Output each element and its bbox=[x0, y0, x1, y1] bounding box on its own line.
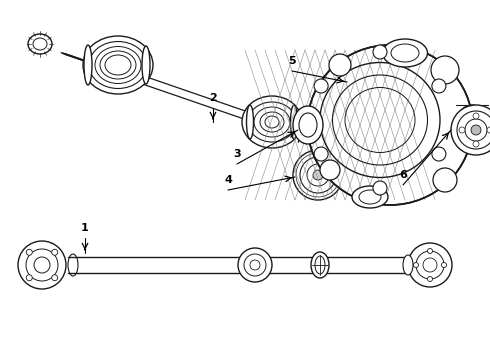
Ellipse shape bbox=[68, 254, 78, 276]
Ellipse shape bbox=[473, 141, 479, 147]
Ellipse shape bbox=[70, 56, 79, 59]
Ellipse shape bbox=[457, 111, 490, 149]
Ellipse shape bbox=[246, 105, 253, 139]
Ellipse shape bbox=[105, 55, 131, 75]
Ellipse shape bbox=[293, 150, 343, 200]
Ellipse shape bbox=[432, 147, 446, 161]
Ellipse shape bbox=[313, 170, 323, 180]
Ellipse shape bbox=[64, 53, 73, 57]
Ellipse shape bbox=[383, 39, 427, 67]
Ellipse shape bbox=[265, 116, 279, 128]
Ellipse shape bbox=[244, 254, 266, 276]
Ellipse shape bbox=[403, 255, 413, 275]
Ellipse shape bbox=[26, 275, 32, 281]
Ellipse shape bbox=[142, 46, 150, 84]
Ellipse shape bbox=[307, 164, 329, 186]
Ellipse shape bbox=[260, 112, 284, 132]
Ellipse shape bbox=[473, 113, 479, 119]
Text: 2: 2 bbox=[209, 93, 217, 103]
Ellipse shape bbox=[52, 249, 58, 255]
Text: 6: 6 bbox=[399, 170, 407, 180]
Ellipse shape bbox=[300, 157, 336, 193]
Text: 1: 1 bbox=[81, 223, 89, 233]
Text: 4: 4 bbox=[224, 175, 232, 185]
Ellipse shape bbox=[26, 249, 58, 281]
Ellipse shape bbox=[314, 147, 328, 161]
Ellipse shape bbox=[76, 58, 85, 61]
Ellipse shape bbox=[83, 36, 153, 94]
Ellipse shape bbox=[311, 252, 329, 278]
Ellipse shape bbox=[238, 248, 272, 282]
Ellipse shape bbox=[416, 251, 444, 279]
Ellipse shape bbox=[67, 55, 75, 58]
Ellipse shape bbox=[89, 41, 147, 89]
Ellipse shape bbox=[33, 38, 47, 50]
Ellipse shape bbox=[61, 52, 69, 56]
Ellipse shape bbox=[432, 79, 446, 93]
Ellipse shape bbox=[462, 112, 482, 138]
Ellipse shape bbox=[487, 127, 490, 133]
Ellipse shape bbox=[314, 79, 328, 93]
Ellipse shape bbox=[451, 105, 490, 155]
Ellipse shape bbox=[441, 262, 446, 267]
Ellipse shape bbox=[465, 119, 487, 141]
Ellipse shape bbox=[352, 186, 388, 208]
Ellipse shape bbox=[459, 127, 465, 133]
Ellipse shape bbox=[293, 106, 323, 144]
Ellipse shape bbox=[248, 102, 296, 142]
Ellipse shape bbox=[26, 249, 32, 255]
Ellipse shape bbox=[431, 56, 459, 84]
Text: 3: 3 bbox=[233, 149, 241, 159]
Ellipse shape bbox=[315, 256, 325, 274]
Ellipse shape bbox=[423, 258, 437, 272]
Ellipse shape bbox=[408, 243, 452, 287]
Ellipse shape bbox=[18, 241, 66, 289]
Ellipse shape bbox=[373, 45, 387, 59]
Ellipse shape bbox=[100, 51, 136, 79]
Ellipse shape bbox=[373, 181, 387, 195]
Ellipse shape bbox=[456, 105, 488, 145]
Ellipse shape bbox=[427, 248, 433, 253]
Ellipse shape bbox=[303, 119, 317, 137]
Ellipse shape bbox=[359, 190, 381, 204]
Ellipse shape bbox=[414, 262, 418, 267]
Ellipse shape bbox=[427, 276, 433, 282]
Ellipse shape bbox=[291, 105, 297, 139]
Ellipse shape bbox=[34, 257, 50, 273]
Ellipse shape bbox=[52, 275, 58, 281]
Ellipse shape bbox=[329, 54, 351, 76]
Ellipse shape bbox=[433, 168, 457, 192]
Ellipse shape bbox=[298, 114, 322, 142]
Ellipse shape bbox=[84, 45, 92, 85]
Ellipse shape bbox=[308, 45, 472, 205]
Ellipse shape bbox=[95, 46, 141, 84]
Ellipse shape bbox=[28, 34, 52, 54]
Ellipse shape bbox=[320, 160, 340, 180]
Ellipse shape bbox=[299, 113, 317, 137]
Ellipse shape bbox=[242, 96, 302, 148]
Ellipse shape bbox=[250, 260, 260, 270]
Ellipse shape bbox=[391, 44, 419, 62]
Text: 5: 5 bbox=[288, 56, 296, 66]
Ellipse shape bbox=[471, 125, 481, 135]
Ellipse shape bbox=[74, 57, 82, 60]
Ellipse shape bbox=[254, 107, 290, 137]
Ellipse shape bbox=[80, 59, 88, 62]
